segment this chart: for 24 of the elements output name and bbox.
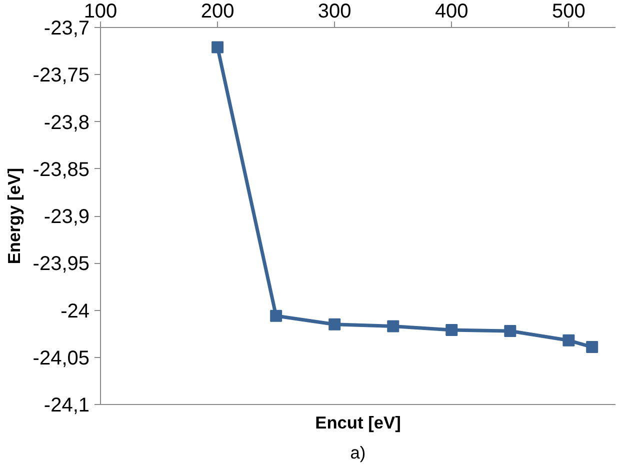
point — [446, 324, 458, 336]
point — [212, 41, 224, 54]
point — [328, 318, 341, 330]
x-tick-label: 400 — [434, 0, 468, 22]
point — [270, 310, 282, 322]
x-axis-title: Encut [eV] — [315, 412, 401, 432]
text: a) — [350, 442, 366, 462]
y-tick-label: -24 — [60, 300, 90, 322]
x-tick-label: 200 — [200, 0, 234, 22]
point — [562, 334, 575, 346]
y-tick-label: -24,1 — [44, 394, 90, 416]
x-tick-label: 500 — [552, 0, 586, 22]
y-tick-label: -23,75 — [32, 64, 90, 87]
point — [387, 320, 400, 332]
y-tick-label: -24,05 — [32, 347, 90, 370]
y-axis-title: Energy [eV] — [4, 168, 24, 264]
y-tick-label: -23,9 — [44, 206, 90, 228]
x-tick-label: 300 — [318, 0, 352, 22]
y-tick-label: -23,85 — [32, 158, 90, 181]
y-tick-label: -23,7 — [44, 18, 90, 40]
y-tick-label: -23,95 — [32, 253, 90, 276]
point — [504, 324, 516, 337]
point — [586, 341, 598, 354]
y-tick-label: -23,8 — [44, 112, 90, 134]
